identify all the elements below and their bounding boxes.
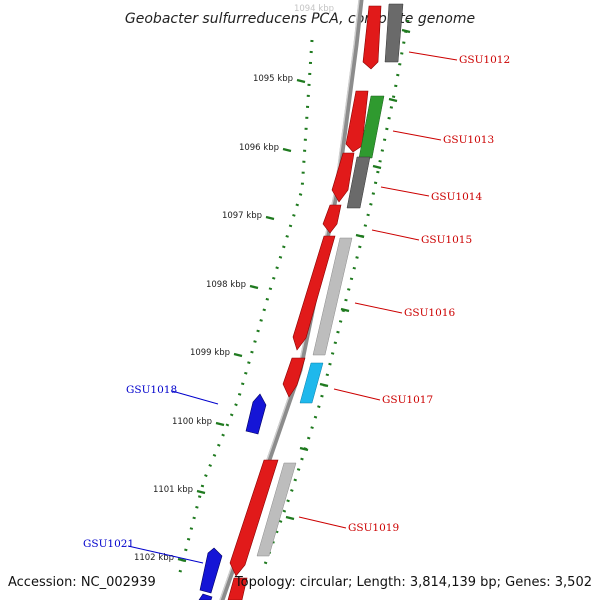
annotation-cyan-bar[interactable]: [299, 362, 324, 404]
gene-gsu1016-arrow[interactable]: [292, 235, 336, 351]
genome-backbone: [219, 0, 364, 600]
annotation-light-gray-2[interactable]: [256, 462, 297, 557]
gene-label-gsu1019[interactable]: GSU1019: [348, 522, 399, 534]
gene-label-gsu1017[interactable]: GSU1017: [382, 394, 433, 406]
reverse-gene-track: [198, 393, 267, 600]
gene-gsu1018-arrow[interactable]: [245, 393, 267, 435]
label-leader-lines: [127, 51, 458, 564]
ruler-major-ticks: [177, 78, 306, 563]
gene-gsu1017-arrow[interactable]: [282, 357, 306, 398]
ruler-track-outer: [261, 19, 410, 571]
gene-next-reverse-arrow[interactable]: [198, 593, 213, 600]
annotation-dark-gray-1[interactable]: [384, 3, 404, 63]
ruler-label-1102: 1102 kbp: [134, 553, 174, 563]
forward-gene-track: [227, 5, 382, 600]
ruler-label-1100: 1100 kbp: [172, 417, 212, 427]
ruler-label-1095: 1095 kbp: [253, 74, 293, 84]
ruler-label-1094: 1094 kbp: [294, 4, 334, 14]
annotation-dark-gray-2[interactable]: [346, 156, 371, 209]
gene-next-arrow[interactable]: [227, 577, 248, 600]
annotation-light-gray-1[interactable]: [312, 237, 353, 356]
gene-gsu1014-arrow[interactable]: [331, 152, 355, 203]
gene-gsu1013-arrow[interactable]: [345, 90, 369, 153]
annotation-green-bar[interactable]: [358, 95, 385, 159]
ruler-label-1096: 1096 kbp: [239, 143, 279, 153]
gene-label-gsu1015[interactable]: GSU1015: [421, 234, 472, 246]
gene-gsu1015-arrow[interactable]: [322, 204, 342, 234]
ruler-track-inner: [176, 39, 314, 581]
gene-label-gsu1016[interactable]: GSU1016: [404, 307, 455, 319]
gene-label-gsu1018[interactable]: GSU1018: [126, 384, 177, 396]
ruler-outer-ticks: [285, 28, 411, 521]
gene-gsu1019-arrow[interactable]: [229, 459, 279, 577]
ruler-label-1099: 1099 kbp: [190, 348, 230, 358]
footer-genome-summary: Topology: circular; Length: 3,814,139 bp…: [234, 575, 592, 590]
gene-label-gsu1012[interactable]: GSU1012: [459, 54, 510, 66]
ruler-label-1101: 1101 kbp: [153, 485, 193, 495]
annotation-track: [256, 3, 404, 557]
gene-gsu1012-arrow[interactable]: [362, 5, 382, 70]
gene-label-gsu1013[interactable]: GSU1013: [443, 134, 494, 146]
backbone-highlight: [219, 0, 360, 600]
ruler-label-1098: 1098 kbp: [206, 280, 246, 290]
footer-accession: Accession: NC_002939: [8, 575, 156, 590]
gene-label-gsu1014[interactable]: GSU1014: [431, 191, 482, 203]
gene-label-gsu1021[interactable]: GSU1021: [83, 538, 134, 550]
ruler-label-1097: 1097 kbp: [222, 211, 262, 221]
gene-gsu1021-arrow[interactable]: [199, 547, 223, 594]
